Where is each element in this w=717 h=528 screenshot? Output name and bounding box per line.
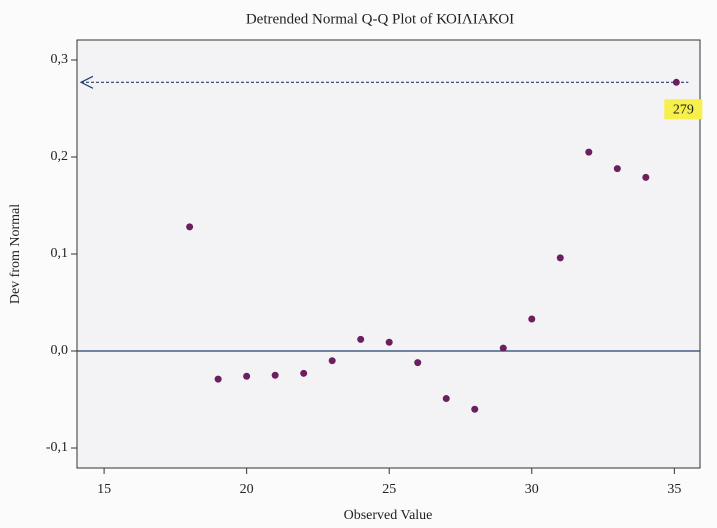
point <box>613 165 621 173</box>
y-tick-label: 0,2 <box>51 149 69 164</box>
point <box>471 405 479 413</box>
x-tick-label: 30 <box>525 482 539 497</box>
point <box>442 395 450 403</box>
point <box>300 369 308 377</box>
y-tick-label: -0,1 <box>46 440 68 455</box>
point <box>672 78 680 86</box>
annotation-label: 279 <box>673 103 694 118</box>
annotation-box <box>664 99 703 120</box>
x-tick-label: 25 <box>382 482 396 497</box>
x-tick-label: 15 <box>97 482 111 497</box>
arrow-head <box>79 75 94 89</box>
y-tick-label: 0,3 <box>51 52 69 67</box>
x-tick-label: 35 <box>667 482 681 497</box>
y-tick-label: 0,0 <box>51 343 69 358</box>
y-tick-label: 0,1 <box>51 246 69 261</box>
point <box>642 173 650 181</box>
point <box>214 375 222 383</box>
point <box>385 338 393 346</box>
x-axis-label: Observed Value <box>344 508 433 523</box>
point <box>271 371 279 379</box>
plot-area <box>76 39 701 469</box>
point <box>499 344 507 352</box>
point <box>556 254 564 262</box>
point <box>357 335 365 343</box>
point <box>243 372 251 380</box>
point <box>528 315 536 323</box>
point <box>585 148 593 156</box>
y-axis-label: Dev from Normal <box>8 204 23 304</box>
point <box>186 223 194 231</box>
chart-title: Detrended Normal Q-Q Plot of ΚΟΙΛΙΑΚΟΙ <box>246 11 514 27</box>
point <box>328 357 336 365</box>
x-tick-label: 20 <box>240 482 254 497</box>
point <box>414 359 422 367</box>
